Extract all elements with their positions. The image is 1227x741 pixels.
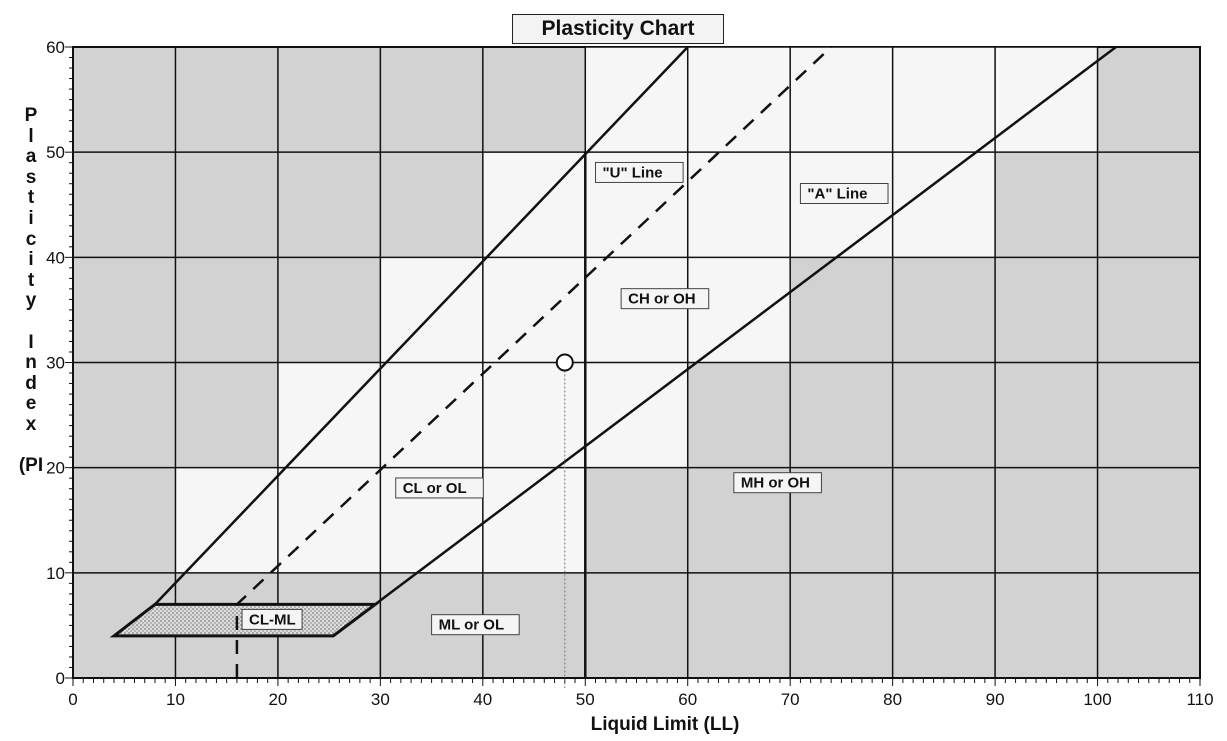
- x-tick-label: 20: [268, 690, 287, 709]
- y-axis-label-char: a: [25, 146, 37, 168]
- light-cell: [482, 362, 586, 468]
- y-axis-label-char: t: [27, 269, 35, 291]
- data-point-marker: [555, 353, 574, 372]
- region-label-text: CH or OH: [628, 291, 696, 308]
- region-label-box: [595, 161, 684, 183]
- y-axis-label-char: i: [28, 207, 34, 229]
- x-tick-label: 60: [678, 690, 697, 709]
- region-label: CL-ML: [241, 608, 303, 630]
- region-label-box: [431, 614, 520, 636]
- x-tick-label: 40: [473, 690, 492, 709]
- y-axis-label-char: s: [25, 166, 37, 188]
- light-cells: [175, 47, 1098, 573]
- region-label: CL or OL: [395, 477, 484, 499]
- y-axis-label-char: [14, 312, 48, 333]
- x-tick-label: 100: [1083, 690, 1111, 709]
- y-tick-label: 60: [46, 38, 65, 57]
- region-label-text: "A" Line: [807, 185, 867, 202]
- y-axis-label-char: e: [25, 393, 37, 415]
- x-tick-label: 80: [883, 690, 902, 709]
- region-label-text: "U" Line: [603, 164, 663, 181]
- region-label-text: MH or OH: [741, 475, 810, 492]
- x-tick-label: 70: [781, 690, 800, 709]
- y-tick-label: 10: [46, 564, 65, 583]
- light-cell: [687, 47, 791, 153]
- grid-lines: [72, 46, 1201, 679]
- x-tick-label: 110: [1186, 690, 1213, 709]
- y-tick-label: 0: [56, 669, 65, 688]
- y-axis-label-char: i: [28, 249, 34, 271]
- region-label-box: [620, 288, 710, 310]
- y-axis-label-char: x: [25, 413, 37, 435]
- light-cell: [482, 152, 586, 258]
- region-label: CH or OH: [620, 288, 710, 310]
- y-tick-label: 20: [46, 459, 65, 478]
- light-cell: [585, 362, 688, 468]
- series-line: [154, 46, 689, 606]
- region-label-box: [733, 472, 822, 494]
- light-cell: [790, 47, 893, 153]
- region-label: ML or OL: [431, 614, 520, 636]
- series-line: [332, 46, 1117, 637]
- light-cell: [790, 152, 893, 258]
- light-cell: [687, 152, 791, 258]
- series-lines: [154, 46, 1117, 678]
- light-cell: [482, 257, 586, 363]
- region-label: "A" Line: [799, 182, 889, 204]
- y-tick-label: 50: [46, 143, 65, 162]
- region-label-text: CL-ML: [249, 611, 296, 628]
- region-label: MH or OH: [733, 472, 822, 494]
- light-cell: [380, 257, 483, 363]
- x-tick-label: 10: [166, 690, 185, 709]
- y-axis-label-char: [14, 436, 48, 457]
- region-label-box: [395, 477, 484, 499]
- light-cell: [892, 47, 996, 153]
- light-cell: [687, 257, 791, 363]
- region-labels: "U" Line "A" Line CH or OH CL or OL MH or OH…: [241, 161, 889, 636]
- light-cell: [892, 152, 996, 258]
- y-axis-label-char: t: [27, 187, 35, 209]
- y-tick-label: 40: [46, 248, 65, 267]
- y-axis-label-char: (PI: [18, 455, 44, 477]
- region-label-text: CL or OL: [403, 480, 467, 497]
- y-axis-label-char: I: [28, 331, 34, 353]
- region-label-text: ML or OL: [439, 617, 505, 634]
- tick-labels: 0 10 20 30 40 50 60 70 80 90 100 110 0 10 20 30 40 50 60: [46, 38, 1213, 709]
- x-axis-label: Liquid Limit (LL): [590, 714, 740, 735]
- x-tick-label: 0: [68, 690, 77, 709]
- axis-ticks: [65, 46, 1201, 686]
- y-tick-label: 30: [46, 354, 65, 373]
- y-axis-label-char: d: [25, 372, 37, 394]
- region-label-box: [241, 608, 303, 630]
- x-tick-label: 30: [371, 690, 390, 709]
- light-cell: [277, 362, 381, 468]
- y-axis-label-char: l: [28, 125, 34, 147]
- dashed-line: [235, 46, 833, 678]
- light-cell: [175, 467, 278, 573]
- chart-title: Plasticity Chart: [512, 14, 724, 44]
- y-axis-label-char: c: [25, 228, 37, 250]
- light-cell: [585, 257, 688, 363]
- region-label: "U" Line: [595, 161, 684, 183]
- y-axis-label-char: P: [24, 105, 38, 126]
- x-tick-label: 50: [576, 690, 595, 709]
- y-axis-label-char: y: [25, 290, 37, 312]
- y-axis-label-char: n: [25, 352, 37, 374]
- region-label-box: [799, 182, 889, 204]
- x-tick-label: 90: [986, 690, 1005, 709]
- light-cell: [380, 362, 483, 468]
